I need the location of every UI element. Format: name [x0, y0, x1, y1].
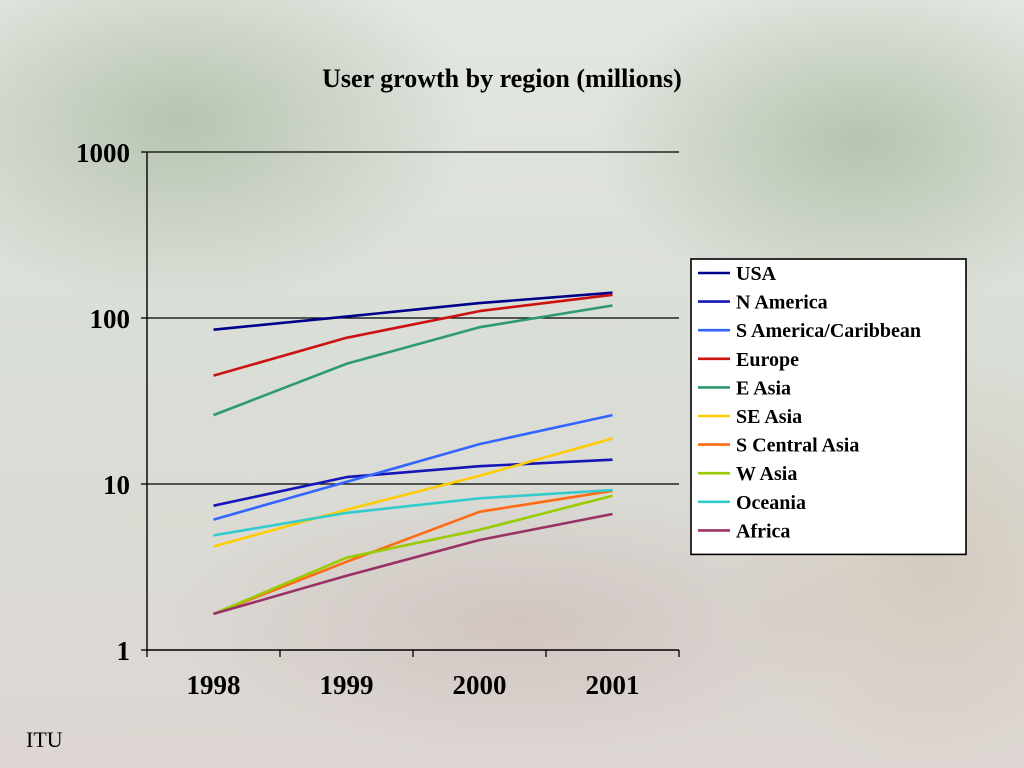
legend-box: [690, 258, 967, 556]
legend-label: SE Asia: [736, 406, 802, 428]
gridlines: [147, 151, 679, 485]
series-line-w-asia: [212, 494, 613, 616]
legend: USA N America S America/Caribbean Europe E A…: [690, 258, 967, 556]
legend-label: S Central Asia: [736, 435, 859, 457]
legend-label: Africa: [736, 520, 790, 542]
series-line-africa: [213, 512, 613, 616]
legend-label: Oceania: [736, 492, 806, 514]
series-line-e-asia: [213, 304, 613, 417]
series-lines: [212, 291, 613, 616]
series-line-n-america: [213, 458, 613, 507]
series-line-s-america-caribbean: [213, 413, 613, 521]
series-line-usa: [213, 291, 613, 331]
x-tick-label: 2000: [453, 670, 507, 700]
axes: 1 10 100 1000 1998 1999 2000 2001: [76, 138, 680, 700]
chart-title: User growth by region (millions): [322, 64, 682, 93]
legend-label: S America/Caribbean: [736, 320, 921, 342]
x-tick-label: 2001: [586, 670, 640, 700]
legend-label: Europe: [736, 349, 799, 371]
legend-label: E Asia: [736, 377, 791, 399]
source-label: ITU: [26, 727, 63, 752]
y-tick-label: 1: [117, 636, 131, 666]
x-tick-label: 1999: [320, 670, 374, 700]
series-line-europe: [213, 293, 613, 377]
legend-label: USA: [736, 263, 777, 285]
y-tick-label: 100: [90, 304, 131, 334]
series-line-oceania: [213, 488, 613, 537]
y-tick-label: 10: [103, 470, 130, 500]
y-tick-label: 1000: [76, 138, 130, 168]
series-line-s-central-asia: [213, 489, 613, 616]
series-line-se-asia: [213, 437, 613, 548]
x-tick-label: 1998: [187, 670, 241, 700]
legend-label: W Asia: [736, 463, 797, 485]
legend-label: N America: [736, 292, 828, 314]
